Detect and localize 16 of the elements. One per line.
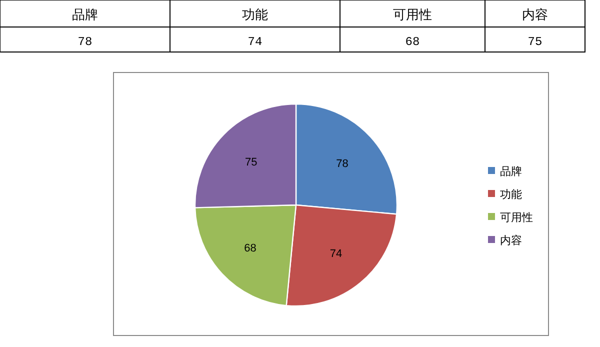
legend-label: 品牌 <box>500 166 522 178</box>
legend-label: 内容 <box>500 234 522 247</box>
category-label: 功能 <box>242 7 268 22</box>
data-label: 75 <box>528 35 542 49</box>
data-label: 75 <box>245 156 258 168</box>
category-label: 内容 <box>522 7 548 22</box>
data-label: 78 <box>336 158 348 170</box>
data-label: 74 <box>248 35 262 49</box>
data-label: 74 <box>330 248 342 260</box>
data-label: 68 <box>405 35 420 49</box>
legend-label: 功能 <box>500 188 522 201</box>
category-label: 可用性 <box>393 7 432 22</box>
data-label: 78 <box>78 35 92 49</box>
data-label: 68 <box>244 242 256 255</box>
legend-label: 可用性 <box>500 212 533 224</box>
category-label: 品牌 <box>72 7 98 22</box>
